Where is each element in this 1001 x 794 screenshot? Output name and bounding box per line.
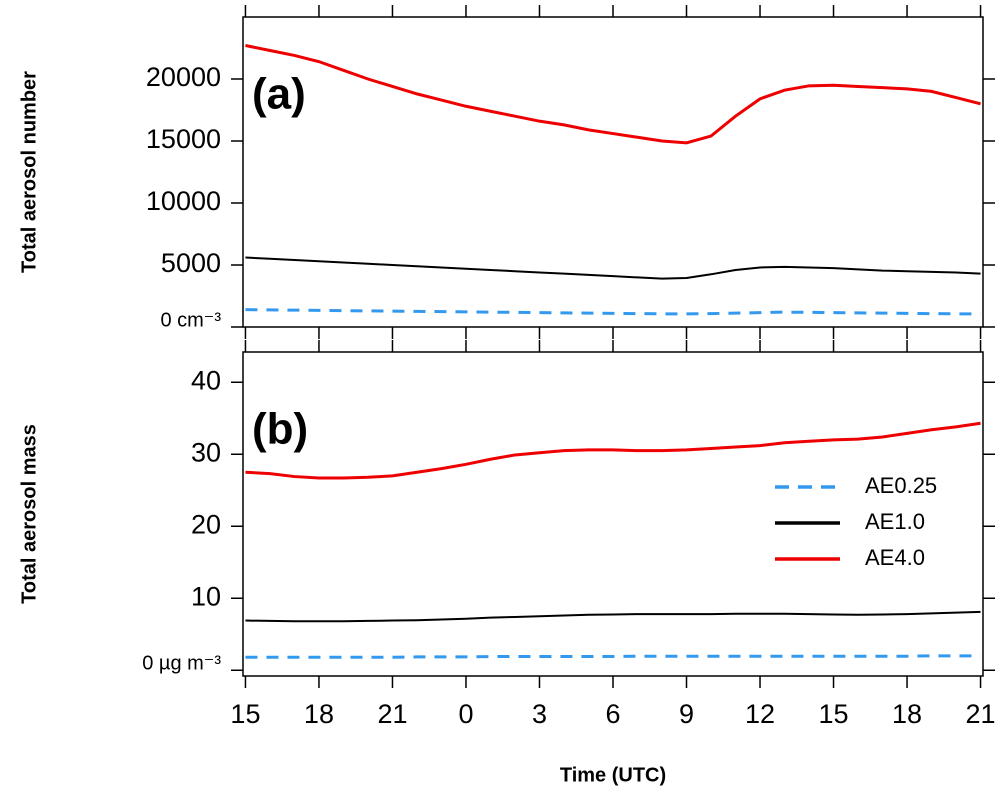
y-axis-label: Total aerosol number — [18, 71, 40, 273]
x-tick-label: 21 — [377, 699, 407, 729]
series-line — [245, 44, 981, 145]
legend-label: AE1.0 — [865, 509, 925, 534]
y-tick-label: 20 — [191, 509, 221, 539]
y-tick-label: 0 cm⁻³ — [160, 309, 221, 331]
x-tick-label: 9 — [679, 699, 694, 729]
y-tick-label: 20000 — [146, 62, 221, 92]
legend-label: AE0.25 — [865, 473, 937, 498]
y-tick-label: 30 — [191, 437, 221, 467]
x-tick-label: 0 — [458, 699, 473, 729]
y-tick-label: 5000 — [161, 248, 221, 278]
x-tick-label: 12 — [745, 699, 775, 729]
y-tick-label: 0 µg m⁻³ — [142, 653, 221, 675]
series-line — [245, 421, 981, 480]
series-line — [245, 654, 981, 659]
panel-label: (b) — [252, 405, 308, 454]
panel-label: (a) — [252, 70, 306, 119]
x-axis-label: Time (UTC) — [560, 764, 666, 786]
y-tick-label: 10000 — [146, 186, 221, 216]
y-tick-label: 15000 — [146, 124, 221, 154]
legend-label: AE4.0 — [865, 545, 925, 570]
series-line — [245, 610, 981, 623]
x-tick-label: 6 — [605, 699, 620, 729]
series-line — [245, 256, 981, 280]
x-tick-label: 15 — [819, 699, 849, 729]
y-axis-label: Total aerosol mass — [18, 424, 40, 604]
x-tick-label: 21 — [966, 699, 996, 729]
x-tick-label: 18 — [892, 699, 922, 729]
x-tick-label: 18 — [304, 699, 334, 729]
plot-frame — [242, 16, 984, 328]
y-tick-label: 10 — [191, 581, 221, 611]
series-line — [245, 308, 981, 316]
y-tick-label: 40 — [191, 365, 221, 395]
x-tick-label: 3 — [532, 699, 547, 729]
x-tick-label: 15 — [230, 699, 260, 729]
